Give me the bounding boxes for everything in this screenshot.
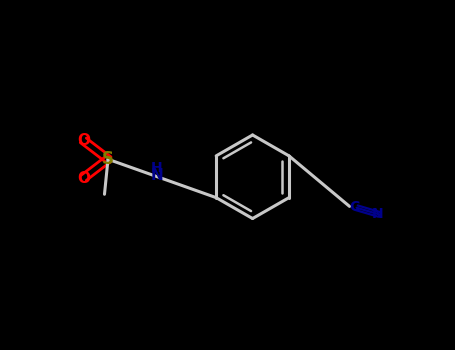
Text: O: O <box>77 170 90 186</box>
Text: H: H <box>151 161 162 175</box>
Text: S: S <box>102 150 114 168</box>
Text: O: O <box>77 133 90 148</box>
Text: N: N <box>151 168 163 183</box>
Text: C: C <box>350 200 360 214</box>
Text: N: N <box>372 206 384 220</box>
